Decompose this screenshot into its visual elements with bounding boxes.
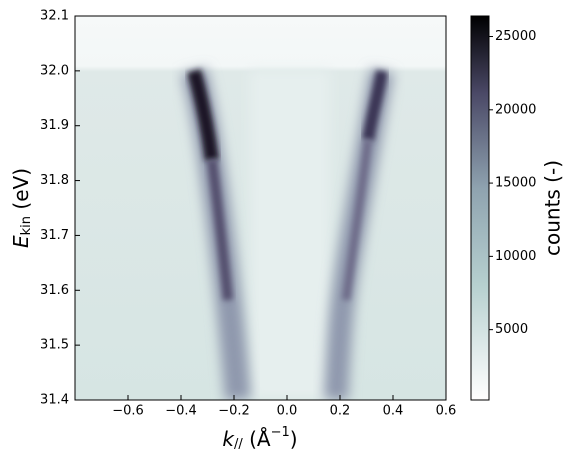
x-tick-label: −0.6 <box>112 404 144 419</box>
x-label-part: (Å <box>243 427 271 451</box>
plot-frame <box>74 15 447 401</box>
x-label-part: k <box>222 427 235 451</box>
x-tick-label: −0.4 <box>165 404 197 419</box>
x-axis-label: k// (Å−1) <box>222 425 297 452</box>
x-label-part: // <box>234 437 243 452</box>
y-tick-label: 32.1 <box>40 9 69 24</box>
y-label-part: (eV) <box>9 168 33 216</box>
colorbar-label: counts (-) <box>541 160 565 256</box>
y-label-part: kin <box>19 216 34 235</box>
heatmap <box>75 16 446 400</box>
y-tick-label: 31.8 <box>40 173 69 188</box>
x-tick-label: 0.0 <box>277 404 298 419</box>
colorbar-tick-label: 5000 <box>495 322 528 337</box>
colorbar <box>470 15 490 401</box>
colorbar-tick-label: 20000 <box>495 102 536 117</box>
x-tick-label: −0.2 <box>218 404 250 419</box>
colorbar-tick-label: 15000 <box>495 176 536 191</box>
colorbar-tick-label: 25000 <box>495 29 536 44</box>
x-label-part: ) <box>290 427 298 451</box>
x-tick-label: 0.6 <box>436 404 457 419</box>
y-axis-label: Ekin (eV) <box>9 168 34 248</box>
y-tick-label: 32.0 <box>40 63 69 78</box>
x-label-part: −1 <box>271 425 290 440</box>
y-tick-label: 31.9 <box>40 118 69 133</box>
y-label-part: E <box>9 235 33 248</box>
y-tick-label: 31.6 <box>40 283 69 298</box>
y-tick-label: 31.7 <box>40 228 69 243</box>
x-tick-label: 0.4 <box>383 404 404 419</box>
x-tick-label: 0.2 <box>330 404 351 419</box>
colorbar-tick-label: 10000 <box>495 249 536 264</box>
y-tick-label: 31.4 <box>40 393 69 408</box>
y-tick-label: 31.5 <box>40 338 69 353</box>
